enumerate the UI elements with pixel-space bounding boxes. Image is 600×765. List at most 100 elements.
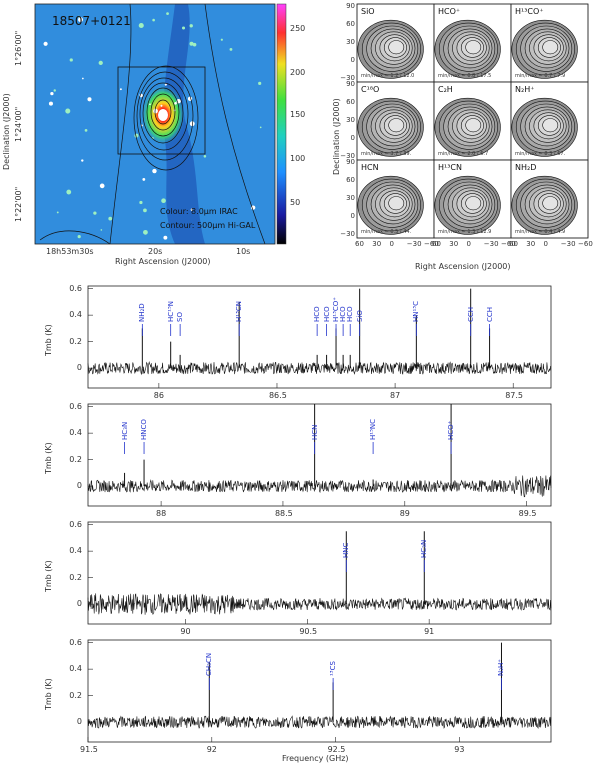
grid-xtick: 0 xyxy=(466,240,471,248)
grid-xtick: 60 xyxy=(355,240,364,248)
spectral-line-label: CCH xyxy=(466,306,475,322)
star-point xyxy=(69,58,73,62)
spectrum-xtick: 92.5 xyxy=(327,745,346,754)
map-panel-minmax: min/max = 0.8 / 17.5 xyxy=(438,73,492,79)
grid-xtick: 30 xyxy=(372,240,382,248)
map-panel-minmax: min/max = 3.7 / 39. xyxy=(361,151,412,157)
spectrum-ytick: 0.4 xyxy=(69,546,82,556)
image-ylabel: Declination (J2000) xyxy=(2,93,11,170)
spectral-line-label: HC₃N xyxy=(120,421,129,440)
spectral-line-label: HC¹⁵N xyxy=(166,301,175,322)
spectral-line-label: SiO xyxy=(355,310,364,322)
spectrum-ytick: 0.6 xyxy=(69,519,82,529)
map-grid: SiO min/max = 1.2 / 12.0 HCO⁺ min/max = 0.8… xyxy=(330,0,600,275)
grid-ytick: 90 xyxy=(346,2,355,10)
star-point xyxy=(77,235,81,239)
grid-xtick: 60 xyxy=(432,240,441,248)
star-point xyxy=(84,129,88,132)
grid-ytick: −30 xyxy=(340,230,355,238)
image-xtick: 10s xyxy=(236,247,251,256)
spectrum-ytick: 0.4 xyxy=(69,310,82,320)
spectrum-xtick: 86 xyxy=(153,391,164,400)
spectral-line-label: SO xyxy=(176,312,185,322)
source-name: 18507+0121 xyxy=(52,14,131,28)
image-xtick: 20s xyxy=(148,247,163,256)
spectrum-ytick: 0 xyxy=(76,481,82,491)
star-point xyxy=(119,88,122,91)
spectral-line-label: HNC xyxy=(342,542,351,558)
star-point xyxy=(164,83,167,86)
map-panel-label: H¹³CO⁺ xyxy=(515,7,544,16)
map-panel-label: SiO xyxy=(361,7,375,16)
star-point xyxy=(93,211,97,215)
grid-ytick: 60 xyxy=(346,98,355,106)
spectrum-ylabel: Tmb (K) xyxy=(44,560,53,592)
star-point xyxy=(220,38,223,41)
irac-image xyxy=(34,3,287,245)
star-point xyxy=(143,229,148,235)
spectral-line-label: HCO xyxy=(346,306,355,322)
star-point xyxy=(163,235,168,240)
map-panel-minmax: min/max = 1.2 / 12.0 xyxy=(361,73,415,79)
spectral-line-label: HCO⁺ xyxy=(447,420,456,440)
grid-ytick: 60 xyxy=(346,20,355,28)
star-point xyxy=(56,211,59,214)
colorbar-tick: 200 xyxy=(290,68,306,77)
spectral-line-label: HCO xyxy=(313,306,322,322)
colour-legend: Colour: 8.0μm IRAC xyxy=(160,207,238,216)
star-point xyxy=(139,200,143,205)
star-point xyxy=(48,101,53,106)
star-point xyxy=(174,101,177,105)
spectrum-ytick: 0.2 xyxy=(69,336,82,346)
map-contours xyxy=(434,97,501,157)
spectrum-xtick: 90 xyxy=(180,627,191,636)
spectrum-trace xyxy=(87,475,552,498)
spectrum-trace xyxy=(87,715,552,729)
star-point xyxy=(82,77,84,80)
grid-ytick: 90 xyxy=(346,158,355,166)
spectral-line-label: CH₃CN xyxy=(205,652,214,676)
star-point xyxy=(161,198,166,204)
star-point xyxy=(189,24,193,28)
star-point xyxy=(81,159,84,162)
map-panel-label: HCO⁺ xyxy=(438,7,461,16)
map-panel-label: NH₂D xyxy=(515,163,537,172)
star-point xyxy=(99,183,105,189)
star-point xyxy=(43,41,48,46)
star-point xyxy=(192,42,197,47)
star-point xyxy=(66,189,72,195)
star-point xyxy=(108,216,113,221)
image-xlabel: Right Ascension (J2000) xyxy=(115,257,211,266)
grid-ytick: 90 xyxy=(346,80,355,88)
map-grid-svg xyxy=(356,3,589,239)
colorbar-tick: 100 xyxy=(290,154,306,163)
spectrum-ytick: 0.2 xyxy=(69,572,82,582)
spectrum-xtick: 89 xyxy=(399,509,410,518)
grid-xtick: 60 xyxy=(509,240,518,248)
grid-xtick: −60 xyxy=(424,240,439,248)
colorbar-tick: 250 xyxy=(290,24,306,33)
spectrum-ytick: 0 xyxy=(76,599,82,609)
map-panel-minmax: min/max = 8.3 / 67. xyxy=(515,151,566,157)
spectral-line-label: CCH xyxy=(485,306,494,322)
grid-xtick: −30 xyxy=(483,240,499,248)
spectrum-ytick: 0.6 xyxy=(69,283,82,293)
grid-ytick: −30 xyxy=(340,152,355,160)
star-point xyxy=(65,108,71,114)
map-contours xyxy=(511,97,578,157)
star-point xyxy=(98,60,103,66)
map-contours xyxy=(511,19,578,79)
map-panel-minmax: min/max = 0.7 / 7.9 xyxy=(515,73,566,79)
grid-ytick: 0 xyxy=(350,56,355,64)
star-point xyxy=(50,91,54,96)
spectrum-xtick: 90.5 xyxy=(299,627,318,636)
spectrum-xtick: 88 xyxy=(156,509,167,518)
map-panel-label: HCN xyxy=(361,163,379,172)
map-panel-label: N₂H⁺ xyxy=(515,85,535,94)
star-point xyxy=(166,12,169,15)
star-point xyxy=(142,178,146,181)
grid-xtick: −60 xyxy=(501,240,516,248)
map-contours xyxy=(511,175,578,235)
star-point xyxy=(53,89,56,92)
contour-legend: Contour: 500μm Hi-GAL xyxy=(160,221,256,230)
